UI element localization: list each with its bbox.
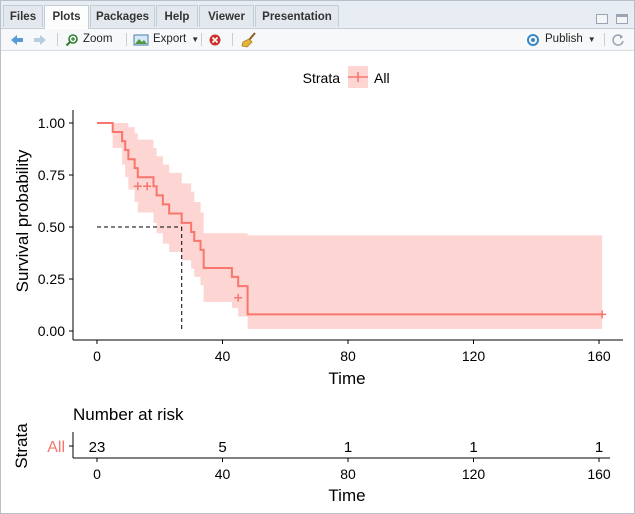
risk-table-row-label: All bbox=[47, 439, 65, 456]
risk-table-x-axis-label: Time bbox=[328, 486, 365, 505]
refresh-icon bbox=[612, 33, 624, 46]
publish-icon bbox=[525, 33, 541, 47]
export-label: Export bbox=[153, 33, 187, 45]
risk-x-tick-label: 40 bbox=[215, 466, 231, 482]
publish-button[interactable]: Publish ▼ bbox=[525, 31, 596, 48]
y-tick-label: 0.25 bbox=[38, 271, 65, 287]
minimize-pane-icon[interactable] bbox=[595, 14, 608, 24]
legend-entry-all: All bbox=[374, 70, 390, 86]
legend: Strata All bbox=[303, 66, 390, 88]
x-tick-label: 40 bbox=[215, 348, 231, 364]
tab-viewer[interactable]: Viewer bbox=[199, 5, 254, 27]
y-tick-label: 1.00 bbox=[38, 115, 65, 131]
tab-files[interactable]: Files bbox=[3, 5, 43, 27]
risk-count: 23 bbox=[89, 439, 106, 456]
risk-count: 1 bbox=[469, 439, 477, 456]
y-axis-label: Survival probability bbox=[13, 149, 32, 292]
x-tick-label: 160 bbox=[587, 348, 611, 364]
risk-x-tick-label: 160 bbox=[587, 466, 611, 482]
risk-table-strata-label: Strata bbox=[12, 423, 31, 469]
confidence-band bbox=[97, 123, 603, 329]
remove-plot-icon bbox=[209, 34, 221, 45]
x-tick-label: 120 bbox=[462, 348, 486, 364]
x-axis-label: Time bbox=[328, 369, 365, 388]
risk-x-tick-label: 0 bbox=[93, 466, 101, 482]
forward-arrow-icon[interactable] bbox=[32, 31, 48, 48]
risk-table: All 23 5 1 1 1 0 40 80 120 160 bbox=[47, 432, 611, 482]
magnifier-icon bbox=[65, 33, 79, 47]
plots-toolbar: Zoom Export ▼ Publish ▼ bbox=[1, 29, 634, 51]
x-tick-label: 80 bbox=[340, 348, 356, 364]
y-tick-label: 0.50 bbox=[38, 219, 65, 235]
tab-help[interactable]: Help bbox=[156, 5, 198, 27]
clear-plots-button[interactable] bbox=[241, 31, 257, 48]
legend-title: Strata bbox=[303, 70, 341, 86]
risk-table-title: Number at risk bbox=[73, 405, 184, 424]
risk-x-tick-label: 80 bbox=[340, 466, 356, 482]
export-button[interactable]: Export ▼ bbox=[133, 31, 199, 48]
risk-x-tick-label: 120 bbox=[462, 466, 486, 482]
tab-packages[interactable]: Packages bbox=[90, 5, 155, 27]
chevron-down-icon: ▼ bbox=[587, 35, 596, 44]
pane-tab-bar: Files Plots Packages Help Viewer Present… bbox=[1, 1, 634, 29]
survival-plot: Strata All 0.00 0.25 0.50 0.75 1.00 0 40 80 120 1… bbox=[12, 66, 623, 505]
survival-axes: 0.00 0.25 0.50 0.75 1.00 0 40 80 120 160 bbox=[38, 110, 623, 364]
maximize-pane-icon[interactable] bbox=[616, 14, 628, 24]
chevron-down-icon: ▼ bbox=[191, 35, 200, 44]
censor-mark bbox=[143, 182, 152, 191]
tab-presentation[interactable]: Presentation bbox=[255, 5, 339, 27]
zoom-label: Zoom bbox=[83, 33, 113, 45]
censor-mark bbox=[133, 182, 142, 191]
x-tick-label: 0 bbox=[93, 348, 101, 364]
publish-label: Publish bbox=[545, 33, 583, 45]
risk-count: 1 bbox=[344, 439, 352, 456]
y-tick-label: 0.75 bbox=[38, 167, 65, 183]
remove-plot-button[interactable] bbox=[208, 31, 222, 48]
image-export-icon bbox=[133, 33, 149, 47]
back-arrow-icon[interactable] bbox=[9, 31, 25, 48]
censor-mark bbox=[598, 310, 607, 319]
zoom-button[interactable]: Zoom bbox=[65, 31, 112, 48]
tab-plots[interactable]: Plots bbox=[44, 5, 89, 29]
survival-curve bbox=[97, 122, 603, 316]
refresh-button[interactable] bbox=[611, 31, 625, 48]
risk-count: 1 bbox=[595, 439, 603, 456]
broom-icon bbox=[241, 31, 256, 47]
y-tick-label: 0.00 bbox=[38, 323, 65, 339]
censor-mark bbox=[234, 293, 243, 302]
risk-count: 5 bbox=[218, 439, 226, 456]
